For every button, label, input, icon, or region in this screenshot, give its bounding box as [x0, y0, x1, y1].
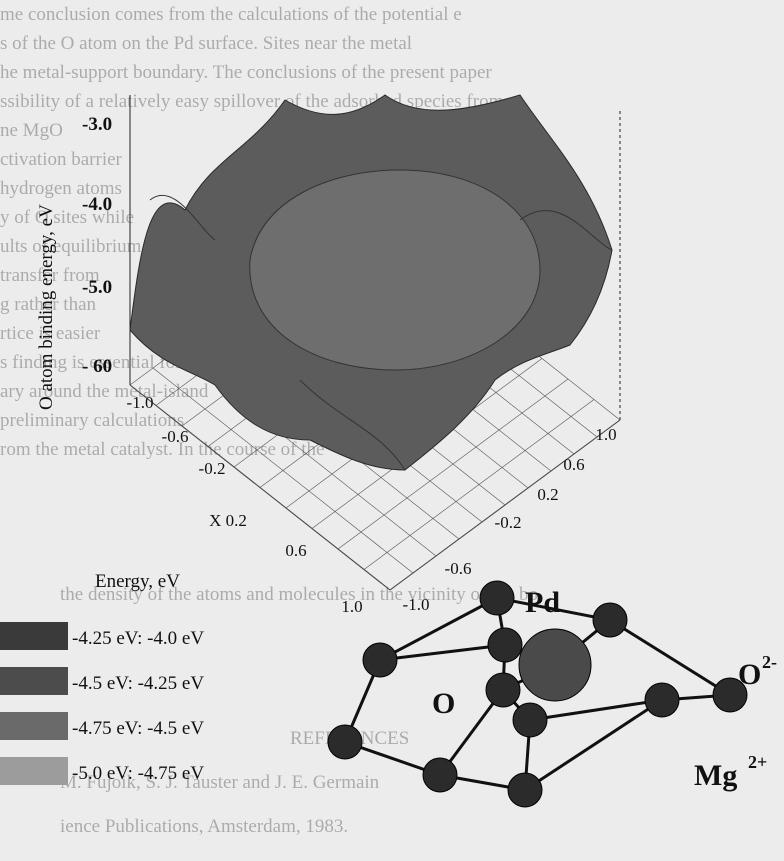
grid-line	[363, 399, 595, 570]
background-line: g rather than	[0, 294, 97, 315]
surface-ridge	[149, 194, 613, 471]
atom	[327, 724, 363, 760]
background-line: y of O sites while	[0, 207, 134, 228]
background-line: M. Fujoik, S. J. Tauster and J. E. Germa…	[60, 772, 380, 793]
y-tick-label: 0.2	[537, 485, 558, 504]
background-line: rtice is easier	[0, 323, 101, 344]
label-o2-charge: 2-	[762, 652, 777, 672]
label-o: O	[432, 687, 455, 720]
axis-label: O atom binding energy, eV	[36, 204, 57, 410]
y-tick-label: -0.2	[495, 513, 522, 532]
background-line: transfer from	[0, 265, 100, 286]
y-tick-label: 1.0	[595, 425, 616, 444]
y-tick-label: 0.6	[563, 455, 584, 474]
background-line: s finding is essential for	[0, 352, 182, 373]
legend-label: -5.0 eV: -4.75 eV	[72, 763, 204, 784]
background-line: ience Publications, Amsterdam, 1983.	[60, 816, 348, 837]
pd-atom	[518, 628, 592, 702]
x-tick-label: -1.0	[127, 393, 154, 412]
legend-swatch	[0, 757, 68, 785]
background-line: ne MgO	[0, 120, 63, 141]
x-tick-label: -0.2	[199, 459, 226, 478]
background-line: he metal-support boundary. The conclusio…	[0, 62, 492, 83]
background-line: hydrogen atoms	[0, 178, 122, 199]
atom	[422, 757, 458, 793]
background-text: me conclusion comes from the calculation…	[0, 4, 538, 837]
legend-label: -4.5 eV: -4.25 eV	[72, 673, 204, 694]
x-tick-label: -0.6	[162, 427, 189, 446]
x-tick-label: 1.0	[341, 597, 362, 616]
z-tick-label: -5.0	[82, 277, 112, 298]
y-tick-label: -0.6	[445, 559, 472, 578]
legend-title: Energy, eV	[95, 571, 180, 592]
background-line: s of the O atom on the Pd surface. Sites…	[0, 33, 412, 54]
z-tick-label: -4.0	[82, 194, 112, 215]
background-line: ctivation barrier	[0, 149, 123, 170]
background-line: the density of the atoms and molecules i…	[60, 584, 538, 605]
background-line: preliminary calculations	[0, 410, 184, 431]
legend-label: -4.75 eV: -4.5 eV	[72, 718, 204, 739]
y-tick-label: -1.0	[403, 595, 430, 614]
background-line: ults of equilibrium	[0, 236, 142, 257]
x-tick-label: 0.6	[285, 541, 306, 560]
grid-line	[389, 419, 621, 591]
z-tick-label: -3.0	[82, 114, 112, 135]
atom	[712, 677, 748, 713]
atom	[479, 580, 515, 616]
atom	[507, 772, 543, 808]
atom	[644, 682, 680, 718]
atom	[485, 672, 521, 708]
atom	[487, 627, 523, 663]
background-line: ary around the metal-island	[0, 381, 209, 402]
legend-swatch	[0, 712, 68, 740]
atom	[512, 702, 548, 738]
label-o2: O	[738, 658, 761, 691]
label-mg-charge: 2+	[748, 752, 767, 772]
grid-line	[337, 378, 569, 550]
x-tick-label: X 0.2	[209, 511, 247, 530]
background-line: rom the metal catalyst. In the course of…	[0, 439, 324, 460]
background-line: me conclusion comes from the calculation…	[0, 4, 462, 25]
atom	[592, 602, 628, 638]
z-tick-label: - 60	[82, 356, 112, 377]
label-pd: Pd	[525, 586, 560, 619]
label-mg: Mg	[694, 759, 737, 792]
legend-label: -4.25 eV: -4.0 eV	[72, 628, 204, 649]
background-line: ssibility of a relatively easy spillover…	[0, 91, 504, 112]
atom	[362, 642, 398, 678]
surface-plateau	[249, 169, 541, 371]
legend-swatch	[0, 622, 68, 650]
legend-swatch	[0, 667, 68, 695]
surface-plot	[129, 94, 621, 591]
